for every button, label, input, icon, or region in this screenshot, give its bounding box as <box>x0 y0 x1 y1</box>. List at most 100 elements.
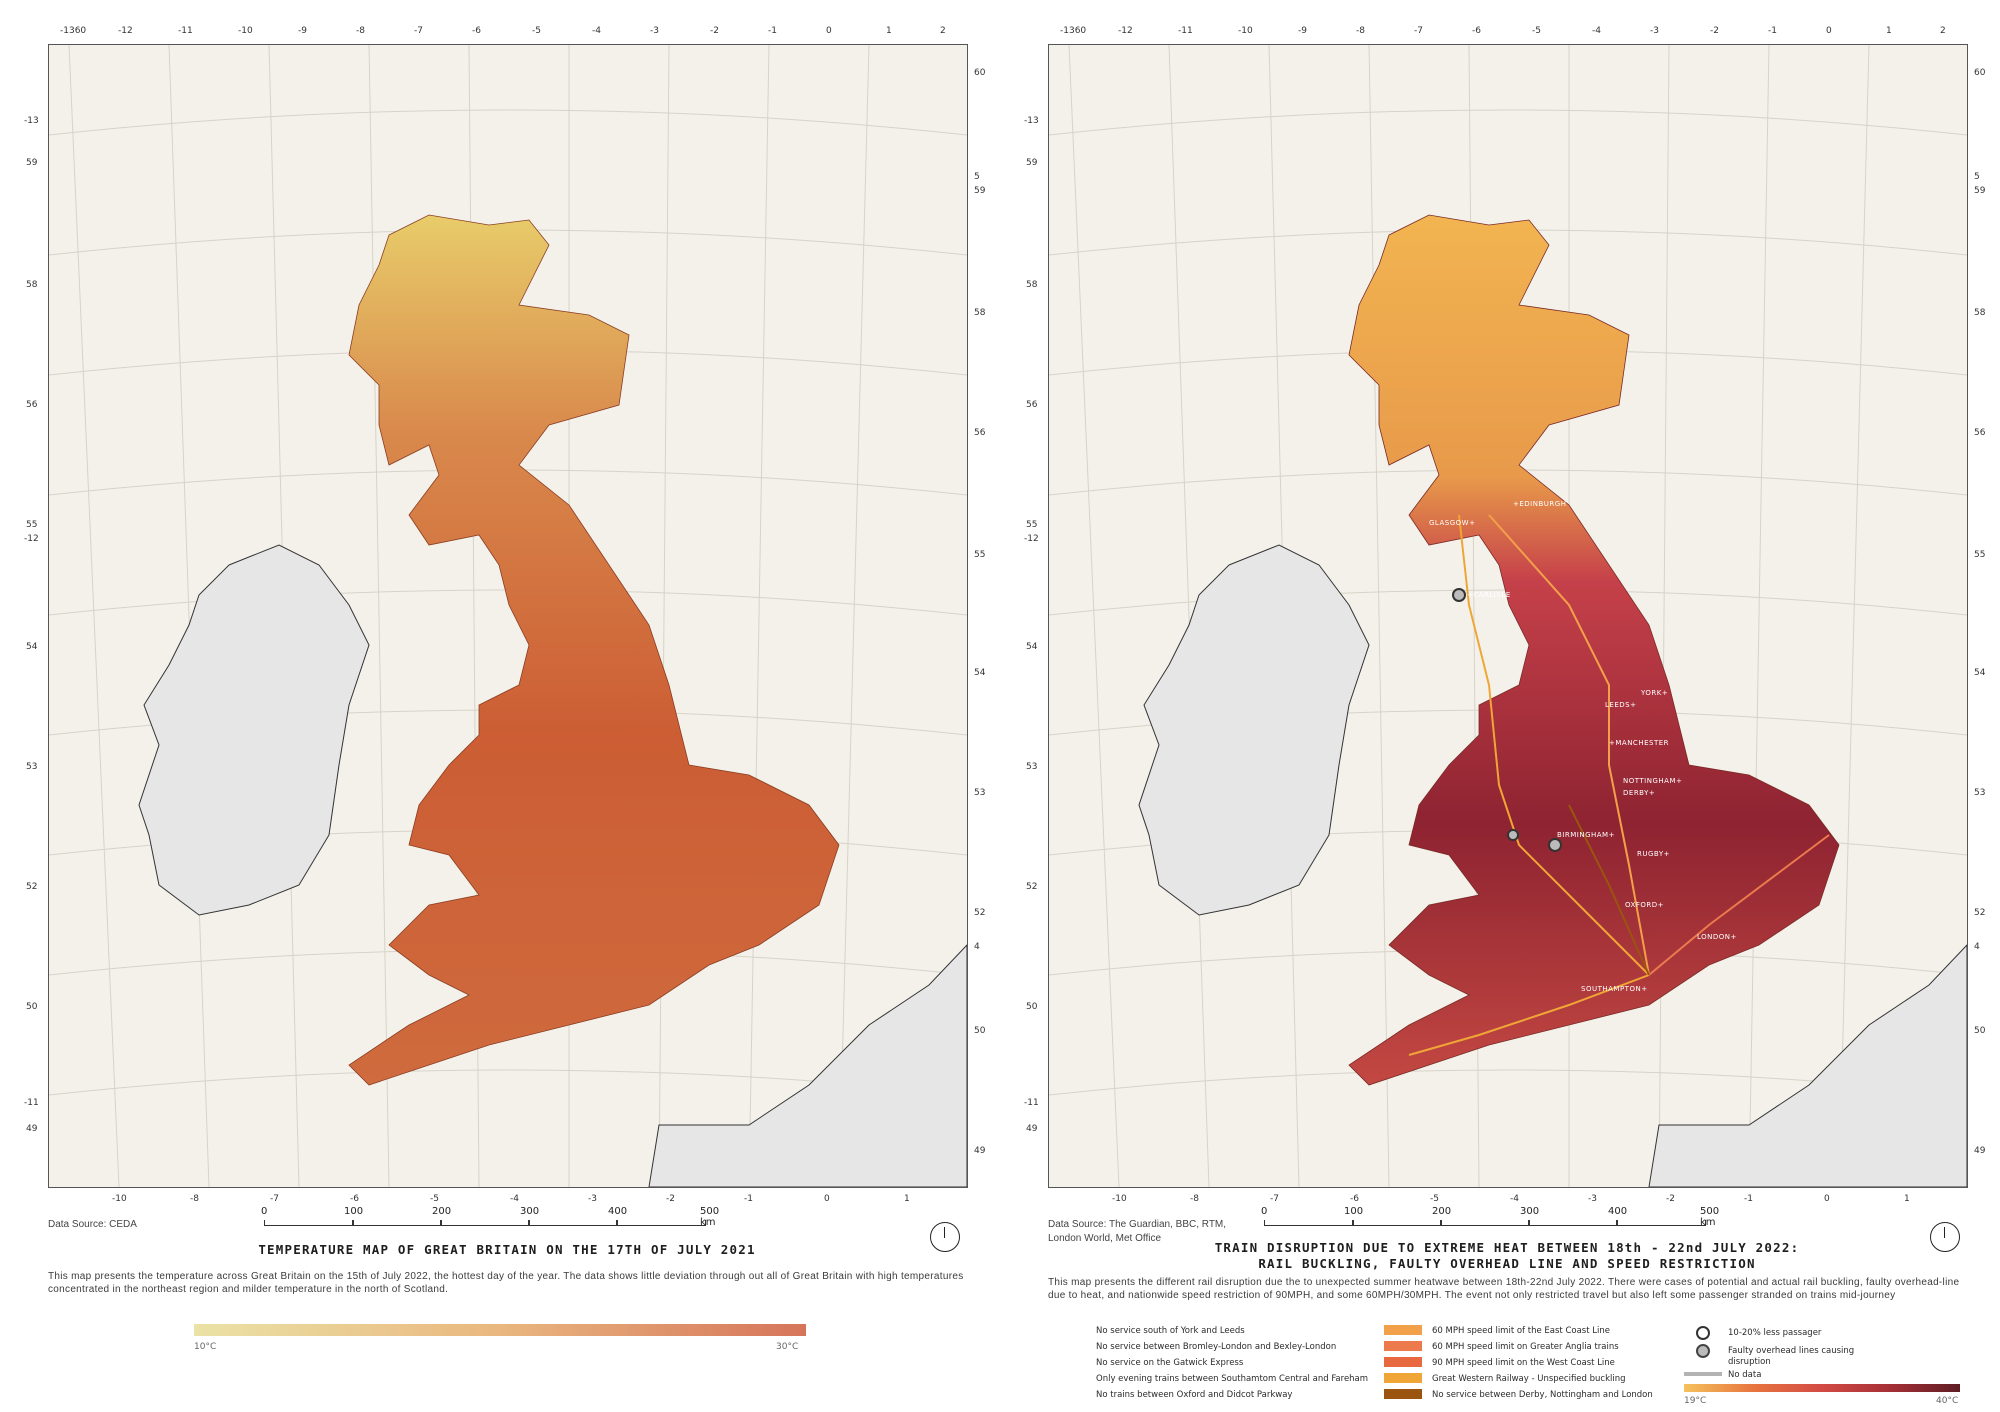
tick-label: 59 <box>1026 158 1038 168</box>
tick-label: -11 <box>178 26 193 36</box>
legend-item: 60 MPH speed limit of the East Coast Lin… <box>1432 1326 1610 1336</box>
tick-label: 49 <box>1974 1146 1986 1156</box>
tick-label: -10 <box>112 1194 127 1204</box>
no-data-line-icon <box>1684 1372 1722 1376</box>
tick-label: 0 <box>826 26 832 36</box>
tick-label: 58 <box>1026 280 1038 290</box>
map-title-line-2: RAIL BUCKLING, FAULTY OVERHEAD LINE AND … <box>1258 1256 1756 1271</box>
city-label: RUGBY+ <box>1637 850 1670 858</box>
city-label: DERBY+ <box>1623 789 1656 797</box>
rail-lines <box>1408 514 1830 1056</box>
passenger-reduction-marker <box>1548 838 1562 852</box>
legend-swatch <box>1384 1341 1422 1351</box>
disruption-markers <box>1452 588 1562 852</box>
tick-label: -10 <box>238 26 253 36</box>
tick-label: 52 <box>1026 882 1038 892</box>
legend-item: Great Western Railway - Unspecified buck… <box>1432 1374 1626 1384</box>
tick-label: 2 <box>1940 26 1946 36</box>
tick-label: 59 <box>974 186 986 196</box>
city-label: +CARLISLE <box>1467 591 1511 599</box>
tick-label: 50 <box>974 1026 986 1036</box>
legend-item: 60 MPH speed limit on Greater Anglia tra… <box>1432 1342 1619 1352</box>
faulty-overhead-line-marker <box>1452 588 1466 602</box>
map-description: This map presents the different rail dis… <box>1048 1277 1960 1301</box>
tick-label: 52 <box>1974 908 1986 918</box>
tick-label: -2 <box>1666 1194 1675 1204</box>
tick-label: 49 <box>26 1124 38 1134</box>
legend-item: No service between Bromley-London and Be… <box>1096 1342 1337 1352</box>
tick-label: 5 <box>1974 172 1980 182</box>
scale-segment <box>1528 1220 1618 1226</box>
tick-label: 53 <box>26 762 38 772</box>
tick-label: 54 <box>1026 642 1038 652</box>
legend-item: No data <box>1728 1370 1762 1380</box>
tick-label: -9 <box>1298 26 1307 36</box>
tick-label: -2 <box>1710 26 1719 36</box>
legend-min-label: 10°C <box>194 1342 217 1352</box>
city-labels: +EDINBURGH GLASGOW+ +CARLISLE YORK+ LEED… <box>1049 45 1967 1187</box>
temperature-gradient-legend <box>1684 1384 1960 1392</box>
tick-label: 5 <box>974 172 980 182</box>
legend-min-label: 19°C <box>1684 1396 1707 1406</box>
tick-label: -6 <box>350 1194 359 1204</box>
tick-label: -12 <box>118 26 133 36</box>
tick-label: 52 <box>974 908 986 918</box>
tick-label: -5 <box>1430 1194 1439 1204</box>
tick-label: -10 <box>1238 26 1253 36</box>
tick-label: 1 <box>904 1194 910 1204</box>
city-label: SOUTHAMPTON+ <box>1581 985 1648 993</box>
tick-label: 60 <box>1974 68 1986 78</box>
scale-label: 300 <box>1520 1206 1540 1217</box>
scale-label: 0 <box>1261 1206 1268 1217</box>
tick-label: -6 <box>1350 1194 1359 1204</box>
faulty-overhead-line-marker <box>1507 829 1519 841</box>
scale-label: 0 <box>261 1206 268 1217</box>
tick-label: -5 <box>1532 26 1541 36</box>
tick-label: -1360 <box>1060 26 1087 36</box>
scale-label: 100 <box>1344 1206 1364 1217</box>
tick-label: 54 <box>1974 668 1986 678</box>
scale-label: 100 <box>344 1206 364 1217</box>
scale-label: 200 <box>432 1206 452 1217</box>
tick-label: 1 <box>886 26 892 36</box>
tick-label: 4 <box>1974 942 1980 952</box>
city-label: LEEDS+ <box>1605 701 1637 709</box>
scale-label: 300 <box>520 1206 540 1217</box>
city-label: GLASGOW+ <box>1429 519 1476 527</box>
scale-label: 400 <box>1608 1206 1628 1217</box>
tick-label: 60 <box>974 68 986 78</box>
tick-label: 0 <box>824 1194 830 1204</box>
tick-label: 0 <box>1826 26 1832 36</box>
france-shape <box>1648 944 1967 1187</box>
scale-segment <box>440 1220 530 1226</box>
tick-label: -11 <box>24 1098 39 1108</box>
temperature-map <box>49 45 967 1187</box>
scale-segment <box>1352 1220 1442 1226</box>
tick-label: 55 <box>26 520 38 530</box>
tick-label: -7 <box>1414 26 1423 36</box>
map-description: This map presents the temperature across… <box>48 1271 964 1295</box>
scale-label: 400 <box>608 1206 628 1217</box>
tick-label: -5 <box>430 1194 439 1204</box>
city-label: BIRMINGHAM+ <box>1557 831 1615 839</box>
city-label: NOTTINGHAM+ <box>1623 777 1683 785</box>
data-source: Data Source: The Guardian, BBC, RTM, Lon… <box>1048 1219 1227 1244</box>
tick-label: -4 <box>592 26 601 36</box>
tick-label: 59 <box>26 158 38 168</box>
tick-label: 50 <box>26 1002 38 1012</box>
tick-label: 58 <box>1974 308 1986 318</box>
tick-label: 1 <box>1904 1194 1910 1204</box>
tick-label: -1 <box>744 1194 753 1204</box>
greater-anglia-line <box>1648 834 1830 976</box>
data-source: Data Source: CEDA <box>48 1219 137 1230</box>
legend-item: Only evening trains between Southamtom C… <box>1096 1374 1369 1384</box>
tick-label: -8 <box>356 26 365 36</box>
tick-label: -11 <box>1024 1098 1039 1108</box>
passenger-reduction-icon <box>1696 1326 1710 1340</box>
map-title: TEMPERATURE MAP OF GREAT BRITAIN ON THE … <box>258 1242 756 1257</box>
tick-label: -6 <box>1472 26 1481 36</box>
legend-swatch <box>1384 1357 1422 1367</box>
tick-label: 53 <box>1026 762 1038 772</box>
legend-item: No service between Derby, Nottingham and… <box>1432 1390 1653 1400</box>
legend-item: No service south of York and Leeds <box>1096 1326 1245 1336</box>
